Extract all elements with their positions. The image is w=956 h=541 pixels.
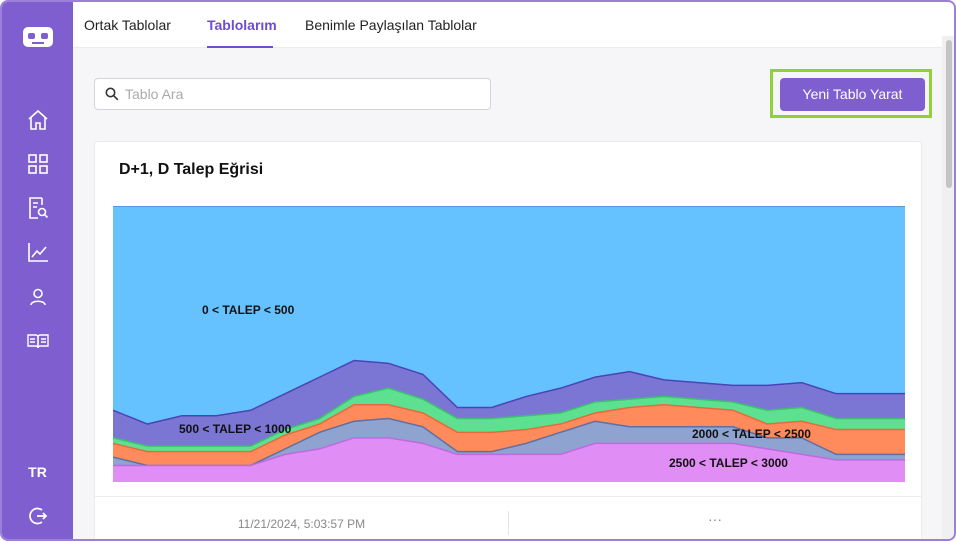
line-chart-icon[interactable] [2,240,73,264]
card-title: D+1, D Talep Eğrisi [119,161,264,178]
series-label-500-1000: 500 < TALEP < 1000 [179,422,292,436]
report-search-icon[interactable] [2,196,73,220]
series-label-0-500: 0 < TALEP < 500 [202,303,295,317]
area-0-500 [113,206,905,425]
new-table-button-highlight: Yeni Tablo Yarat [770,69,932,118]
area-1000-1500 [113,388,905,452]
active-tab-indicator [207,46,273,48]
search-input[interactable] [125,79,480,109]
new-table-button[interactable]: Yeni Tablo Yarat [780,78,925,111]
card-footer: 11/21/2024, 5:03:57 PM ··· [95,496,921,539]
area-2500-3000 [113,437,905,482]
series-label-2000-2500: 2000 < TALEP < 2500 [692,427,811,441]
book-icon[interactable] [2,329,73,353]
search-icon [105,87,119,101]
tab-ortak-tablolar[interactable]: Ortak Tablolar [84,17,171,33]
scrollbar-thumb[interactable] [946,40,952,188]
tab-benimle-paylasilan[interactable]: Benimle Paylaşılan Tablolar [305,17,477,33]
main-content: Yeni Tablo Yarat D+1, D Talep Eğrisi 0 <… [73,48,942,539]
search-box[interactable] [94,78,491,110]
robot-logo-icon[interactable] [2,20,73,54]
area-1500-2000 [113,404,905,466]
series-label-2500-3000: 2500 < TALEP < 3000 [669,456,788,470]
area-1500-2000-line [113,403,905,453]
dashboard-icon[interactable] [2,152,73,176]
card-timestamp: 11/21/2024, 5:03:57 PM [237,517,366,531]
scrollbar[interactable] [942,36,954,539]
footer-divider [508,511,509,535]
tab-bar: Ortak Tablolar Tablolarım Benimle Paylaş… [73,2,954,48]
area-2500-3000-line [113,437,905,467]
user-icon[interactable] [2,285,73,309]
table-card[interactable]: D+1, D Talep Eğrisi 0 < TALEP < 500 500 … [94,141,922,539]
area-500-1000-line [113,359,905,425]
stacked-area-chart: 0 < TALEP < 500 500 < TALEP < 1000 2000 … [113,206,905,482]
more-options-button[interactable]: ··· [708,511,722,527]
home-icon[interactable] [2,108,73,132]
tab-tablolarim[interactable]: Tablolarım [207,17,277,33]
area-1000-1500-line [113,387,905,447]
area-2000-2500 [113,418,905,466]
logout-icon[interactable] [2,504,73,528]
sidebar: TR [2,2,73,539]
language-selector[interactable]: TR [28,464,47,480]
